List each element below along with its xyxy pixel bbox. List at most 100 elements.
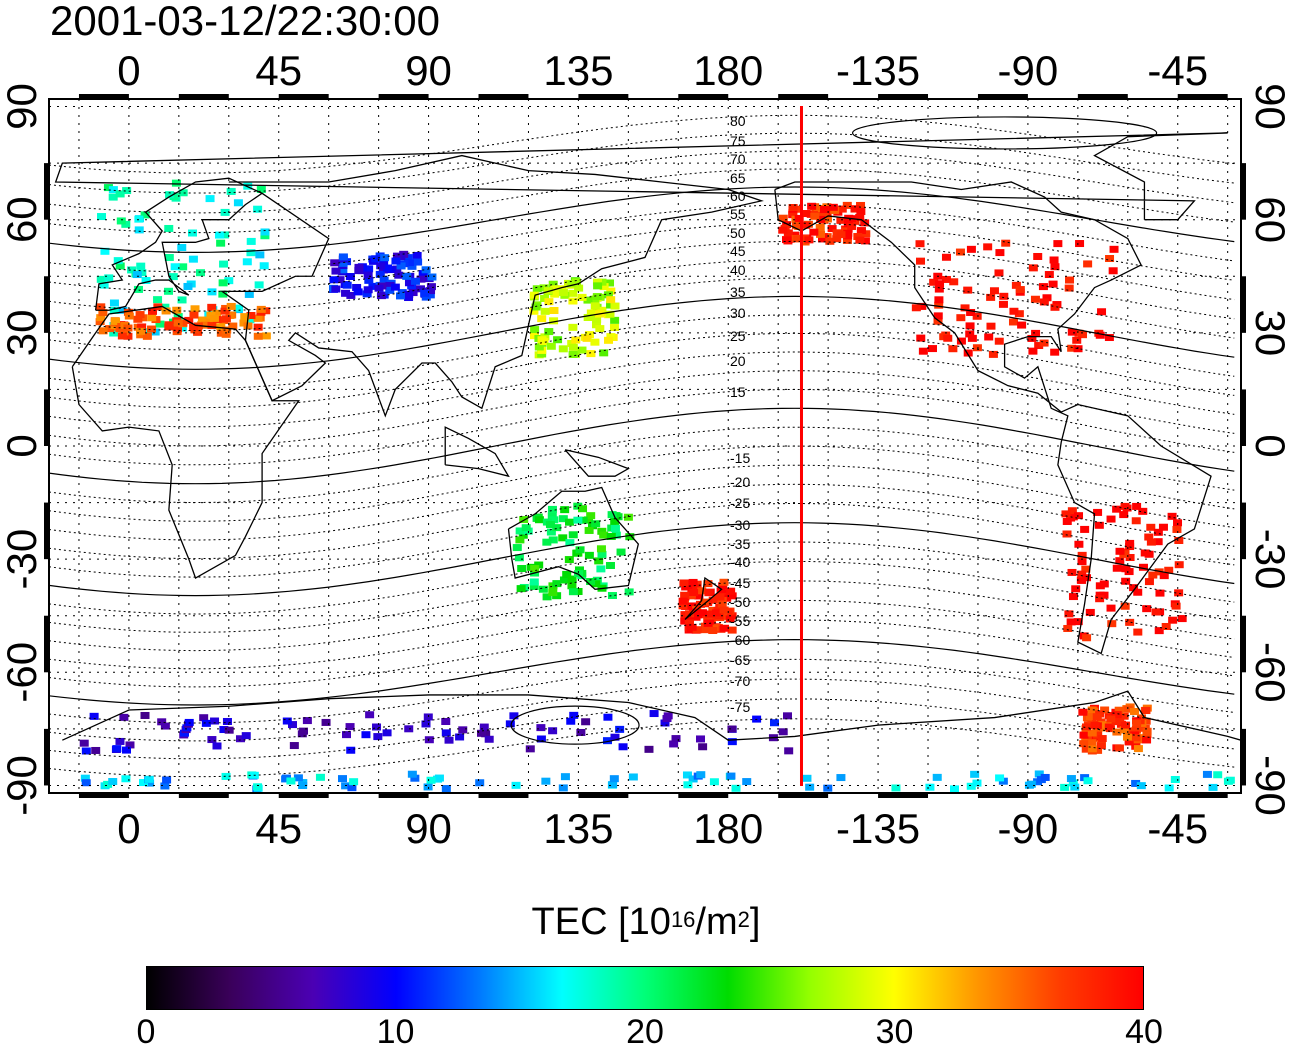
- x-tick-label-top: 90: [405, 47, 452, 94]
- coastline: [774, 181, 1212, 655]
- x-tick-label-top: -90: [998, 47, 1059, 94]
- colorbar-tick-label: 20: [626, 1013, 664, 1051]
- magnetic-contour: [49, 168, 1235, 234]
- contour-label: 55: [730, 206, 746, 222]
- y-tick-label-right: 90: [1247, 83, 1292, 130]
- magnetic-contour: [49, 132, 1235, 194]
- frame-bar-bottom: [378, 793, 429, 798]
- y-tick-label-left: -60: [0, 642, 45, 703]
- colorbar-tick-label: 0: [136, 1013, 156, 1051]
- y-tick-label-right: -60: [1247, 642, 1292, 703]
- x-tick-label-bottom: 135: [543, 805, 613, 852]
- tec-region-north-america: [911, 239, 1119, 358]
- frame-bar-bottom: [578, 793, 629, 798]
- tec-region-patagonia: [1078, 703, 1152, 755]
- contour-label: 80: [730, 113, 746, 129]
- magnetic-contour: [49, 114, 1235, 174]
- frame-bar-bottom: [478, 793, 529, 798]
- magnetic-contour: [49, 678, 1235, 742]
- x-tick-label-bottom: -90: [998, 805, 1059, 852]
- contour-label: 20: [730, 353, 746, 369]
- coastline: [507, 486, 640, 591]
- magnetic-contour: [49, 638, 1235, 706]
- contour-label: 35: [730, 284, 746, 300]
- frame-bar-left: [44, 389, 49, 446]
- tec-region-australia: [512, 502, 635, 601]
- magnetic-contour: [49, 464, 1235, 541]
- frame-bar-left: [44, 502, 49, 560]
- y-tick-label-right: 30: [1247, 309, 1292, 356]
- contour-label: 25: [730, 328, 746, 344]
- frame-bar-top: [977, 94, 1028, 99]
- magnetic-contour: [49, 522, 1235, 597]
- colorbar: [146, 966, 1144, 1010]
- contour-label: 45: [730, 243, 746, 259]
- x-tick-label-top: 45: [255, 47, 302, 94]
- frame-bar-left: [44, 615, 49, 673]
- contour-label: -70: [730, 673, 750, 689]
- north-pole-contour: [851, 116, 1158, 150]
- frame-bar-top: [578, 94, 629, 99]
- y-tick-label-left: 0: [0, 434, 45, 457]
- tec-region-russia: [328, 250, 437, 302]
- y-tick-label-left: 60: [0, 196, 45, 243]
- frame-bar-top: [378, 94, 429, 99]
- magnetic-contour: [49, 483, 1235, 560]
- y-tick-label-left: -90: [0, 755, 45, 816]
- y-tick-label-right: -30: [1247, 529, 1292, 590]
- frame-bar-top: [178, 94, 229, 99]
- contour-label: -65: [730, 652, 750, 668]
- magnetic-contour: [49, 370, 1235, 447]
- frame-bar-bottom: [1177, 793, 1228, 798]
- contour-label: 70: [730, 151, 746, 167]
- contour-label: -15: [730, 450, 750, 466]
- y-tick-label-right: -90: [1247, 755, 1292, 816]
- tec-region-south-america: [1061, 502, 1187, 642]
- x-tick-label-bottom: 0: [117, 805, 140, 852]
- frame-bar-left: [44, 728, 49, 786]
- frame-bar-bottom: [678, 793, 729, 798]
- magnetic-contour: [49, 502, 1235, 578]
- frame-bar-left: [44, 163, 49, 220]
- x-tick-label-bottom: 90: [405, 805, 452, 852]
- tec-region-antarctica: [79, 710, 794, 755]
- colorbar-tick-label: 30: [875, 1013, 914, 1051]
- contour-label: 15: [730, 384, 746, 400]
- y-tick-label-left: -30: [0, 529, 45, 590]
- frame-bar-bottom: [178, 793, 229, 798]
- frame-bar-right: [1241, 163, 1246, 220]
- frame-bar-top: [878, 94, 929, 99]
- magnetic-contour: [49, 295, 1235, 370]
- contour-label: -35: [730, 536, 750, 552]
- contour-label: 60: [730, 188, 746, 204]
- frame-bar-top: [778, 94, 829, 99]
- tec-map: 80 75 70 65 60 55 50 45 40 35 30 25 20 15 -15 -20 -25 -30…: [0, 47, 1292, 852]
- contour-label: -60: [730, 632, 750, 648]
- magnetic-contour: [49, 186, 1235, 254]
- magnetic-contour: [49, 658, 1235, 724]
- frame-bar-bottom: [1077, 793, 1128, 798]
- magnetic-contour: [49, 541, 1235, 615]
- frame-bar-top: [78, 94, 129, 99]
- frame-bar-right: [1241, 728, 1246, 786]
- x-tick-label-bottom: 45: [255, 805, 302, 852]
- frame-bar-top: [678, 94, 729, 99]
- frame-bar-bottom: [778, 793, 829, 798]
- x-tick-label-bottom: 180: [693, 805, 763, 852]
- colorbar-tick-label: 10: [376, 1013, 415, 1051]
- magnetic-contour: [49, 314, 1235, 390]
- frame-bar-left: [44, 276, 49, 333]
- frame-bar-top: [478, 94, 529, 99]
- frame-bar-right: [1241, 502, 1246, 560]
- magnetic-contour: [49, 445, 1235, 522]
- magnetic-contour: [49, 718, 1235, 778]
- coastline: [564, 449, 630, 477]
- x-tick-label-top: 135: [543, 47, 613, 94]
- magnetic-contour: [49, 407, 1235, 485]
- contour-label: 40: [730, 262, 746, 278]
- frame-bar-top: [278, 94, 329, 99]
- magnetic-contour: [49, 388, 1235, 466]
- frame-bar-bottom: [278, 793, 329, 798]
- tec-region-south-pole-band: [80, 770, 1235, 793]
- x-tick-label-bottom: -135: [836, 805, 920, 852]
